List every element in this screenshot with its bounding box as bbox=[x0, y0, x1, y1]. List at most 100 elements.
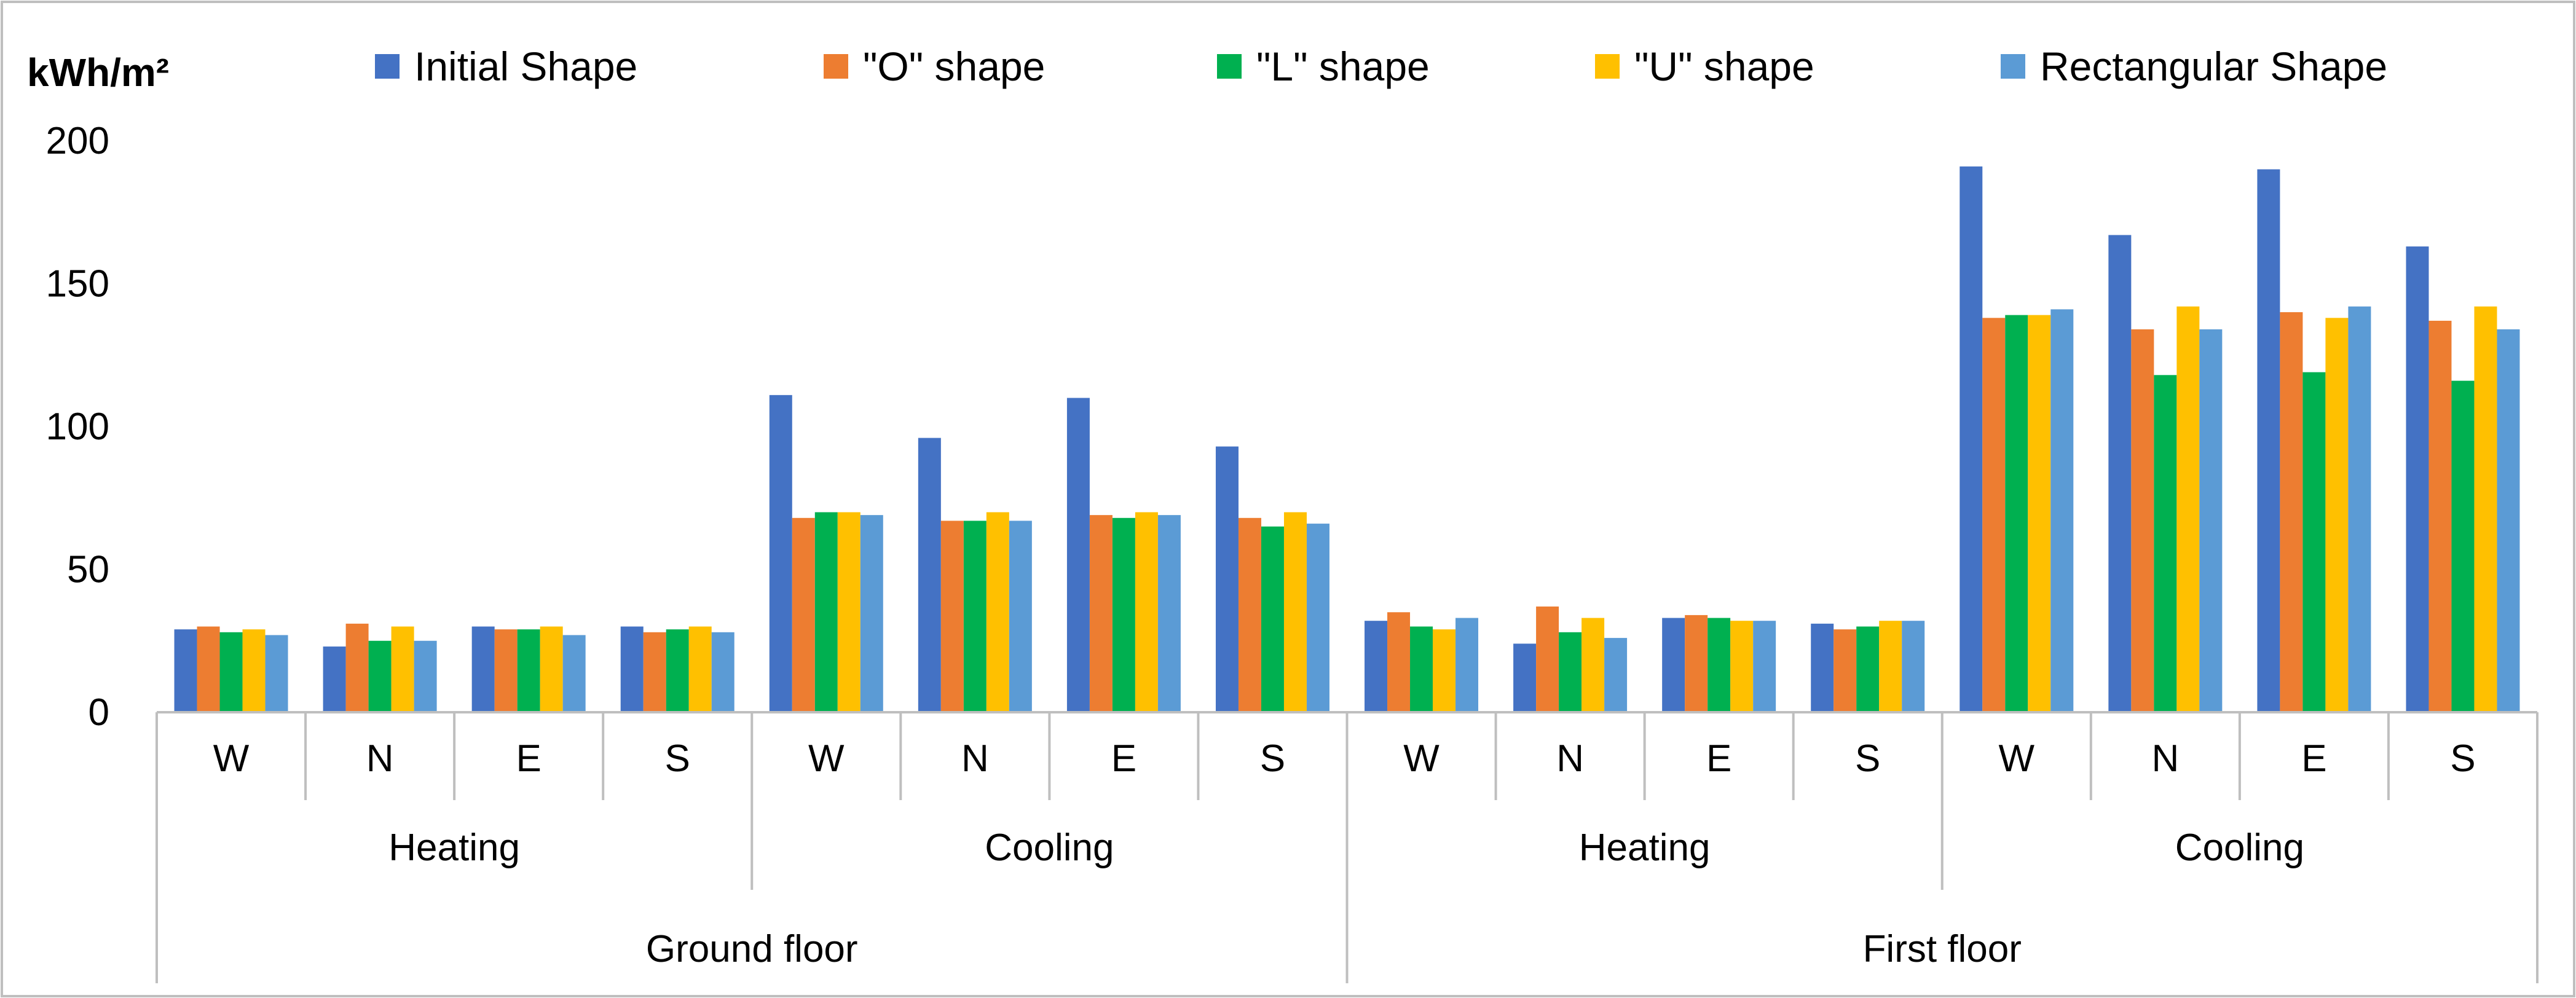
bar bbox=[2199, 329, 2223, 712]
legend-item: Rectangular Shape bbox=[2001, 44, 2387, 89]
series-1 bbox=[174, 166, 2429, 713]
x-tick-label: N bbox=[961, 737, 989, 780]
bar bbox=[666, 629, 689, 712]
bar bbox=[1066, 398, 1090, 712]
bar bbox=[1960, 166, 1983, 713]
y-tick-label: 100 bbox=[46, 406, 109, 448]
x-tick-label: N bbox=[1556, 737, 1584, 780]
bar bbox=[711, 632, 735, 712]
category-labels: W N E S W N E S W N E S W N E S Heating Cooling Heating Coo… bbox=[213, 737, 2476, 970]
legend-swatch bbox=[824, 54, 848, 79]
bar bbox=[1306, 524, 1329, 712]
legend-label: Initial Shape bbox=[414, 44, 637, 89]
bar bbox=[837, 512, 861, 712]
floor-label: Ground floor bbox=[646, 928, 858, 970]
legend-swatch bbox=[1595, 54, 1620, 79]
series-4 bbox=[242, 306, 2497, 712]
legend-swatch bbox=[375, 54, 400, 79]
bar bbox=[1559, 632, 1582, 712]
bar bbox=[769, 395, 792, 712]
axes bbox=[156, 711, 2539, 983]
x-tick-label: W bbox=[808, 737, 845, 780]
bar bbox=[1455, 618, 1479, 712]
bar bbox=[2154, 375, 2177, 712]
x-tick-label: W bbox=[213, 737, 250, 780]
group-label: Heating bbox=[1579, 827, 1711, 869]
bar bbox=[1157, 515, 1181, 712]
bar bbox=[1879, 621, 1902, 712]
legend-item: Initial Shape bbox=[375, 44, 637, 89]
bar bbox=[986, 512, 1009, 712]
bar bbox=[814, 512, 838, 712]
x-tick-label: N bbox=[366, 737, 394, 780]
bar bbox=[1283, 512, 1307, 712]
legend-label: Rectangular Shape bbox=[2040, 44, 2387, 89]
legend-label: "O" shape bbox=[863, 44, 1045, 89]
bar bbox=[2325, 318, 2349, 712]
bar bbox=[2406, 246, 2429, 712]
bar bbox=[2050, 309, 2074, 713]
bar bbox=[1753, 621, 1776, 712]
bar bbox=[1730, 621, 1754, 712]
bar bbox=[414, 640, 437, 712]
bar bbox=[860, 515, 883, 712]
bar bbox=[2005, 315, 2028, 712]
bar bbox=[1856, 626, 1880, 712]
floor-label: First floor bbox=[1863, 928, 2022, 970]
bar bbox=[688, 626, 712, 712]
bar bbox=[562, 635, 586, 712]
bar bbox=[2257, 169, 2280, 712]
bar bbox=[2176, 306, 2200, 712]
bar bbox=[2497, 329, 2520, 712]
legend-item: "U" shape bbox=[1595, 44, 1814, 89]
y-tick-label: 50 bbox=[67, 549, 109, 591]
bar bbox=[2028, 315, 2051, 712]
x-tick-label: W bbox=[1403, 737, 1440, 780]
bar bbox=[620, 626, 644, 712]
x-tick-label: W bbox=[1999, 737, 2035, 780]
legend-label: "L" shape bbox=[1256, 44, 1430, 89]
bar bbox=[1433, 629, 1456, 712]
y-tick-label: 150 bbox=[46, 263, 109, 305]
bar bbox=[1513, 643, 1537, 712]
bar bbox=[2108, 235, 2132, 712]
group-label: Cooling bbox=[985, 827, 1114, 869]
bar bbox=[517, 629, 540, 712]
bar bbox=[265, 635, 288, 712]
bar bbox=[345, 623, 369, 712]
x-tick-label: S bbox=[665, 737, 690, 780]
bar bbox=[1982, 318, 2006, 712]
bar bbox=[2131, 329, 2154, 712]
bars bbox=[174, 166, 2520, 713]
x-tick-label: S bbox=[1855, 737, 1880, 780]
y-tick-label: 0 bbox=[89, 691, 109, 734]
bar bbox=[1215, 446, 1239, 712]
bar bbox=[219, 632, 243, 712]
x-tick-label: S bbox=[2450, 737, 2475, 780]
bar bbox=[174, 629, 197, 712]
bar bbox=[2474, 306, 2497, 712]
bar bbox=[494, 629, 518, 712]
bar bbox=[1902, 621, 1925, 712]
bar bbox=[918, 438, 941, 712]
bar bbox=[1685, 615, 1708, 712]
bar bbox=[1662, 618, 1685, 712]
bar bbox=[963, 521, 987, 712]
y-tick-label: 200 bbox=[46, 120, 109, 162]
series-5 bbox=[265, 306, 2520, 713]
bar bbox=[242, 629, 266, 712]
y-axis-ticks: 0 50 100 150 200 bbox=[46, 120, 109, 734]
legend-item: "L" shape bbox=[1217, 44, 1430, 89]
x-tick-label: E bbox=[1706, 737, 1731, 780]
bar bbox=[1112, 517, 1135, 712]
series-3 bbox=[219, 315, 2475, 712]
bar bbox=[1604, 638, 1628, 712]
bar bbox=[1707, 618, 1731, 712]
group-label: Heating bbox=[388, 827, 520, 869]
bar bbox=[2302, 372, 2326, 712]
series-2 bbox=[197, 312, 2452, 712]
legend-swatch bbox=[2001, 54, 2025, 79]
bar bbox=[540, 626, 563, 712]
